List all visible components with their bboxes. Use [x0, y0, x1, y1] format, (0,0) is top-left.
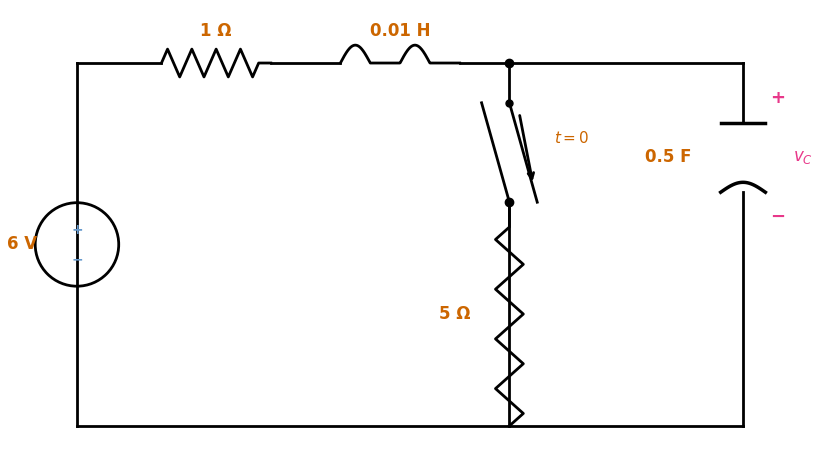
- Text: +: +: [771, 89, 785, 107]
- Text: 0.5 F: 0.5 F: [645, 149, 692, 167]
- Text: −: −: [71, 253, 83, 266]
- Text: 1 Ω: 1 Ω: [201, 22, 232, 40]
- Text: 0.01 H: 0.01 H: [370, 22, 430, 40]
- Text: 5 Ω: 5 Ω: [439, 305, 470, 323]
- Text: −: −: [770, 208, 785, 226]
- Text: +: +: [71, 222, 83, 236]
- Text: $v_C$: $v_C$: [793, 149, 812, 167]
- Text: 6 V: 6 V: [7, 236, 38, 253]
- Text: $t=0$: $t=0$: [554, 130, 590, 145]
